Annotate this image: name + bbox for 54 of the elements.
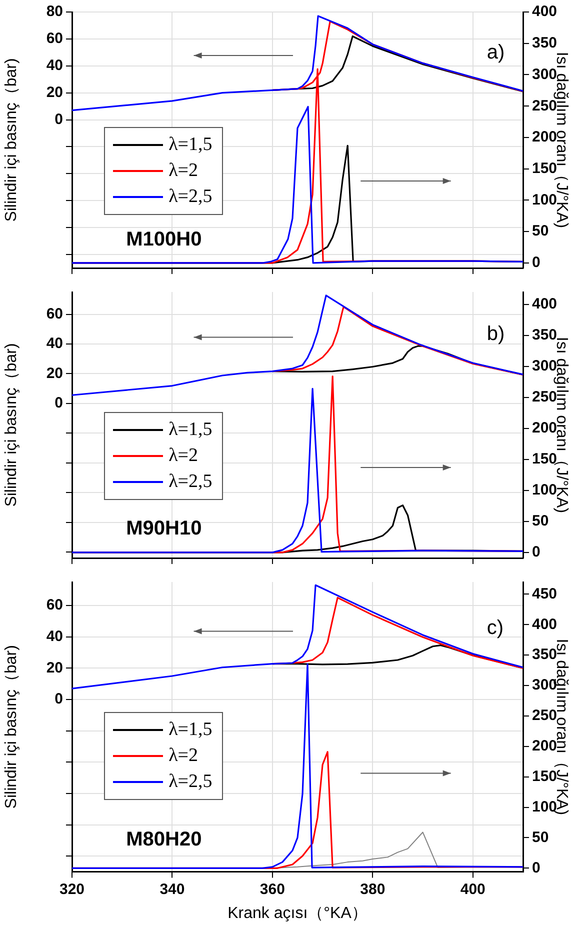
y-tick-label: 60 (46, 30, 63, 48)
y-tick-label: 40 (46, 628, 63, 645)
y2-tick-label: 350 (532, 326, 558, 344)
y2-tick-label: 200 (532, 128, 558, 146)
y2-tick-label: 50 (532, 512, 549, 530)
legend-label: λ=2,5 (168, 186, 212, 208)
legend-label: λ=2 (168, 745, 198, 768)
y-tick-label: 20 (46, 659, 63, 676)
y-tick-label: 20 (46, 364, 63, 382)
y-tick-label: 0 (54, 110, 63, 128)
y2-tick-label: 0 (532, 544, 540, 561)
y2-tick-label: 400 (532, 616, 558, 633)
annotation: M80H20 (126, 828, 202, 850)
y2-tick-label: 400 (532, 296, 558, 313)
y-tick-label: 60 (46, 596, 63, 614)
y-tick-label: 40 (46, 57, 63, 74)
y2-tick-label: 350 (532, 646, 558, 664)
legend-label: λ=2 (168, 160, 198, 182)
legend-label: λ=2 (168, 444, 198, 467)
y2-tick-label: 350 (532, 34, 558, 52)
legend-label: λ=2,5 (168, 470, 212, 493)
x-axis-title: Krank açısı（°KA） (228, 904, 368, 922)
annotation: M90H10 (126, 517, 202, 540)
y2-tick-label: 0 (532, 254, 540, 272)
y2-tick-label: 50 (532, 222, 549, 240)
legend-label: λ=2,5 (168, 771, 212, 794)
y-tick-label: 40 (46, 335, 63, 352)
legend-label: λ=1,5 (168, 134, 212, 156)
annotation: b) (486, 323, 505, 346)
x-tick-label: 400 (460, 880, 486, 898)
x-tick-label: 380 (360, 880, 386, 898)
y-axis-title: Silindir içi basınç（bar) (3, 58, 20, 222)
y2-tick-label: 450 (532, 585, 558, 602)
y-axis-title: Silindir içi basınç（bar) (3, 645, 20, 809)
y2-tick-label: 400 (532, 3, 558, 20)
legend-label: λ=1,5 (168, 418, 212, 441)
y2-tick-label: 250 (532, 707, 558, 724)
y2-tick-label: 200 (532, 420, 558, 437)
y-tick-label: 0 (54, 690, 63, 708)
y2-tick-label: 0 (532, 859, 540, 876)
y-tick-label: 80 (46, 3, 63, 20)
y-tick-label: 60 (46, 305, 63, 322)
y2-tick-label: 150 (532, 768, 558, 785)
x-tick-label: 340 (160, 880, 185, 898)
legend-label: λ=1,5 (168, 719, 212, 742)
y-tick-label: 0 (54, 394, 63, 412)
y-tick-label: 20 (46, 84, 63, 101)
annotation: M100H0 (126, 228, 202, 250)
x-tick-label: 320 (59, 880, 85, 898)
y2-tick-label: 50 (532, 828, 549, 846)
y-axis-title: Silindir içi basınç（bar) (3, 343, 20, 507)
annotation: a) (486, 41, 505, 64)
annotation: c) (486, 616, 504, 639)
x-tick-label: 360 (260, 880, 285, 898)
